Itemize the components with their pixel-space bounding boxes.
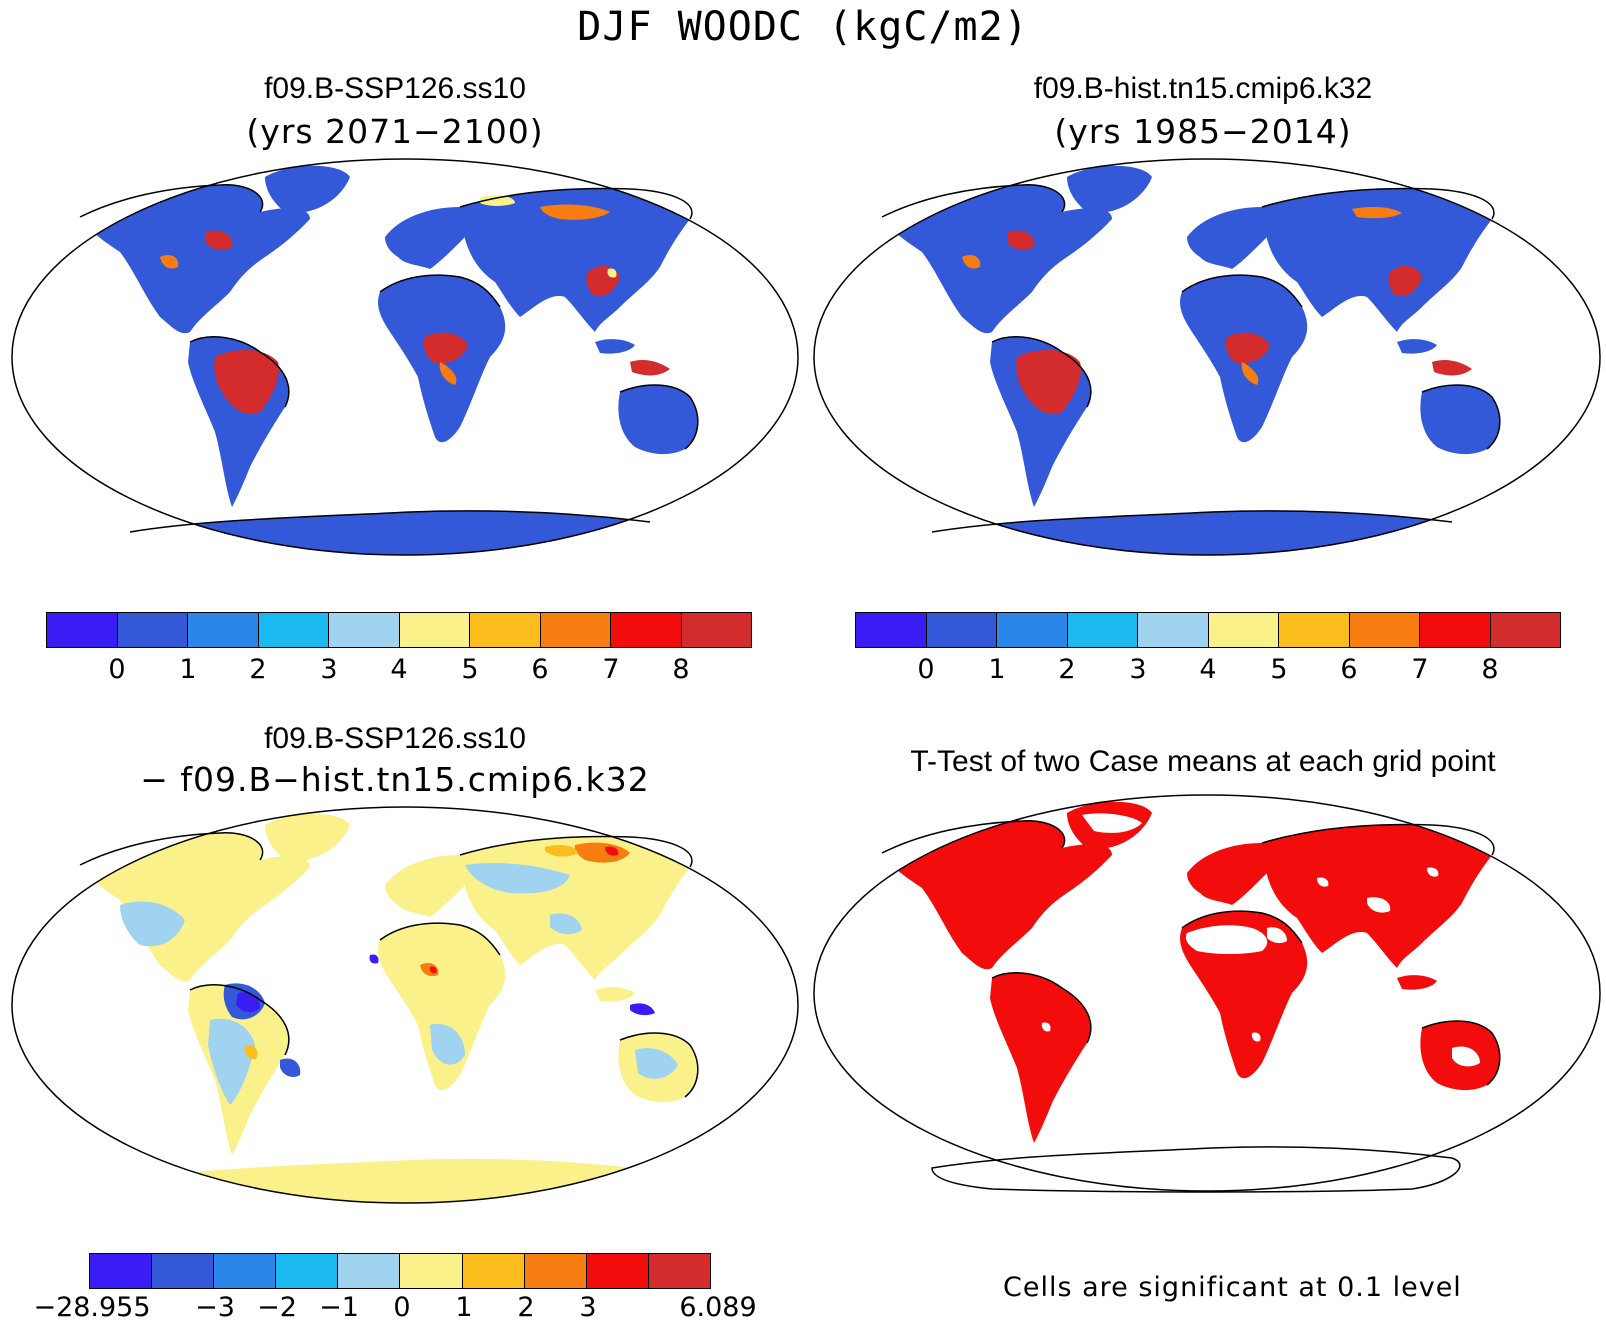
colorbar-swatch xyxy=(1349,613,1420,647)
panel-years-hist: (yrs 1985−2014) xyxy=(1054,112,1352,151)
colorbar-swatch xyxy=(681,613,751,647)
colorbar-swatch xyxy=(524,1254,587,1288)
colorbar-swatch xyxy=(926,613,997,647)
colorbar-swatch xyxy=(540,613,611,647)
colorbar-swatch xyxy=(1138,613,1209,647)
colorbar-tick: 6 xyxy=(1340,654,1358,685)
colorbar-swatch xyxy=(188,613,259,647)
significance-note: Cells are significant at 0.1 level xyxy=(1003,1272,1462,1303)
colorbar-tick: 6.089 xyxy=(679,1292,757,1323)
colorbar-tick: 2 xyxy=(1058,654,1076,685)
colorbar-swatch xyxy=(338,1254,401,1288)
colorbar-tick: 1 xyxy=(455,1292,473,1323)
colorbar-swatch xyxy=(90,1254,153,1288)
colorbar-swatch xyxy=(462,1254,525,1288)
colorbar-tick: 3 xyxy=(579,1292,597,1323)
colorbar-tick: −2 xyxy=(257,1292,297,1323)
colorbar-tick: 7 xyxy=(602,654,620,685)
map-ttest xyxy=(813,794,1601,1193)
panel-subtitle-diff: − f09.B−hist.tn15.cmip6.k32 xyxy=(140,760,650,799)
colorbar-tick: 3 xyxy=(320,654,338,685)
colorbar-swatch xyxy=(611,613,682,647)
map-hist xyxy=(813,158,1601,556)
colorbar-tick: 7 xyxy=(1411,654,1429,685)
colorbar-tick: 1 xyxy=(179,654,197,685)
colorbar-tick: 4 xyxy=(390,654,408,685)
colorbar-swatch xyxy=(648,1254,710,1288)
colorbar-swatch xyxy=(470,613,541,647)
figure-title: DJF WOODC (kgC/m2) xyxy=(577,4,1029,50)
colorbar-tick: −3 xyxy=(195,1292,235,1323)
colorbar-swatch xyxy=(1420,613,1491,647)
colorbar-tick: 6 xyxy=(531,654,549,685)
colorbar-swatch xyxy=(152,1254,215,1288)
colorbar-tick: 2 xyxy=(249,654,267,685)
colorbar-swatch xyxy=(586,1254,649,1288)
panel-title-hist: f09.B-hist.tn15.cmip6.k32 xyxy=(1033,72,1373,105)
colorbar-ssp126 xyxy=(46,612,752,648)
colorbar-tick: 3 xyxy=(1129,654,1147,685)
colorbar-tick: 1 xyxy=(988,654,1006,685)
map-ssp126 xyxy=(11,158,799,556)
colorbar-swatch xyxy=(117,613,188,647)
colorbar-tick: 0 xyxy=(917,654,935,685)
colorbar-tick: −1 xyxy=(319,1292,359,1323)
colorbar-swatch xyxy=(276,1254,339,1288)
colorbar-tick: 0 xyxy=(393,1292,411,1323)
colorbar-difference xyxy=(89,1253,711,1289)
panel-years-ssp126: (yrs 2071−2100) xyxy=(246,112,544,151)
colorbar-tick: −28.955 xyxy=(33,1292,151,1323)
colorbar-swatch xyxy=(1067,613,1138,647)
panel-title-ttest: T-Test of two Case means at each grid po… xyxy=(910,745,1496,778)
colorbar-swatch xyxy=(329,613,400,647)
colorbar-swatch xyxy=(258,613,329,647)
panel-title-ssp126: f09.B-SSP126.ss10 xyxy=(264,72,526,105)
colorbar-tick: 2 xyxy=(517,1292,535,1323)
colorbar-swatch xyxy=(399,613,470,647)
colorbar-tick: 4 xyxy=(1199,654,1217,685)
colorbar-swatch xyxy=(856,613,927,647)
colorbar-tick: 8 xyxy=(1481,654,1499,685)
colorbar-tick: 5 xyxy=(1270,654,1288,685)
colorbar-swatch xyxy=(997,613,1068,647)
colorbar-tick: 8 xyxy=(672,654,690,685)
colorbar-swatch xyxy=(47,613,118,647)
colorbar-swatch xyxy=(1208,613,1279,647)
colorbar-swatch xyxy=(214,1254,277,1288)
colorbar-swatch xyxy=(1490,613,1560,647)
panel-title-diff: f09.B-SSP126.ss10 xyxy=(264,722,526,755)
colorbar-hist xyxy=(855,612,1561,648)
colorbar-tick: 5 xyxy=(461,654,479,685)
map-difference xyxy=(11,806,799,1204)
colorbar-swatch xyxy=(400,1254,463,1288)
colorbar-swatch xyxy=(1279,613,1350,647)
colorbar-tick: 0 xyxy=(108,654,126,685)
